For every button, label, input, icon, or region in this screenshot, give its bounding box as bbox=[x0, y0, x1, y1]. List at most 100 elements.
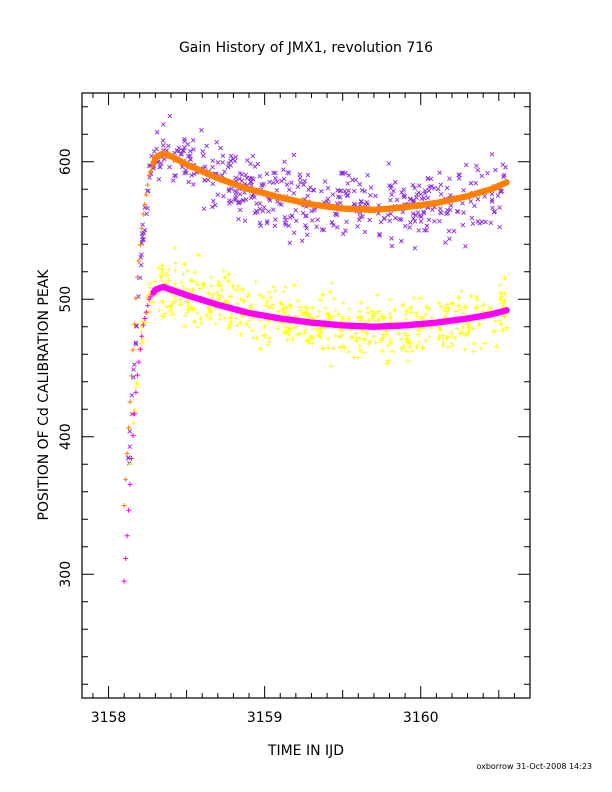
data-point bbox=[134, 379, 140, 385]
data-point bbox=[319, 188, 324, 194]
data-point bbox=[277, 300, 283, 306]
data-point bbox=[287, 240, 293, 246]
data-point bbox=[261, 323, 267, 329]
data-point bbox=[133, 341, 139, 347]
data-point bbox=[368, 185, 374, 190]
data-point bbox=[367, 338, 373, 344]
data-point bbox=[295, 298, 301, 304]
data-point bbox=[190, 287, 196, 293]
data-point bbox=[264, 220, 270, 226]
data-point bbox=[389, 349, 395, 355]
data-point bbox=[273, 217, 278, 222]
data-point bbox=[399, 238, 404, 244]
data-point bbox=[323, 305, 329, 311]
data-point bbox=[333, 307, 339, 313]
data-point bbox=[299, 238, 305, 244]
data-point bbox=[370, 313, 376, 319]
data-point bbox=[282, 215, 288, 220]
data-point bbox=[222, 274, 228, 280]
data-point bbox=[482, 193, 488, 199]
data-point bbox=[362, 189, 368, 194]
data-point bbox=[492, 318, 498, 324]
data-point bbox=[266, 305, 272, 311]
data-point bbox=[287, 302, 293, 308]
data-point bbox=[361, 349, 367, 355]
data-point bbox=[152, 279, 158, 285]
data-point bbox=[422, 227, 427, 233]
data-point bbox=[294, 218, 299, 224]
data-point bbox=[365, 310, 371, 316]
fit-point bbox=[139, 333, 145, 339]
data-point bbox=[502, 291, 508, 297]
data-point bbox=[159, 266, 165, 272]
data-point bbox=[233, 175, 239, 181]
fit-point bbox=[131, 321, 137, 327]
data-point bbox=[407, 305, 413, 311]
data-point bbox=[340, 300, 346, 306]
data-point bbox=[248, 161, 253, 167]
data-point bbox=[291, 230, 297, 236]
data-point bbox=[167, 303, 173, 309]
data-point bbox=[475, 196, 481, 202]
fit-curve bbox=[121, 283, 510, 584]
data-point bbox=[402, 330, 408, 336]
fit-curve bbox=[121, 150, 510, 508]
data-point bbox=[470, 348, 476, 354]
data-point bbox=[152, 148, 157, 154]
data-point bbox=[240, 198, 246, 203]
data-point bbox=[426, 188, 432, 194]
data-point bbox=[265, 318, 271, 324]
fit-point bbox=[143, 309, 149, 315]
data-point bbox=[387, 336, 393, 342]
data-point bbox=[170, 178, 176, 183]
data-point bbox=[305, 314, 311, 320]
data-point bbox=[325, 345, 331, 351]
data-point bbox=[243, 172, 249, 178]
data-point bbox=[286, 332, 292, 338]
data-point bbox=[181, 284, 187, 290]
data-point bbox=[360, 214, 365, 219]
data-point bbox=[180, 271, 186, 277]
data-point bbox=[210, 204, 215, 210]
data-point bbox=[423, 312, 429, 318]
data-point bbox=[210, 198, 216, 204]
data-point bbox=[214, 289, 220, 295]
data-point bbox=[262, 333, 268, 339]
data-point bbox=[235, 301, 241, 307]
data-point bbox=[164, 304, 170, 310]
data-point bbox=[151, 299, 157, 305]
data-point bbox=[258, 223, 264, 228]
data-point bbox=[456, 295, 462, 301]
data-point bbox=[302, 304, 308, 310]
data-point bbox=[140, 222, 145, 228]
data-point bbox=[261, 205, 267, 210]
fit-point bbox=[140, 322, 146, 328]
data-point bbox=[372, 318, 378, 324]
data-point bbox=[403, 336, 409, 342]
data-point bbox=[385, 358, 391, 364]
x-axis-label: TIME IN IJD bbox=[267, 743, 344, 759]
data-point bbox=[418, 191, 424, 197]
data-point bbox=[215, 282, 221, 288]
data-point bbox=[140, 337, 146, 343]
data-point bbox=[366, 341, 372, 347]
data-point bbox=[245, 291, 251, 297]
data-point bbox=[462, 304, 468, 310]
data-point bbox=[142, 205, 148, 211]
data-point bbox=[335, 194, 341, 200]
data-point bbox=[298, 180, 303, 185]
data-point bbox=[256, 292, 262, 298]
data-point bbox=[167, 308, 173, 314]
x-tick-label: 3159 bbox=[247, 710, 283, 726]
data-point bbox=[232, 188, 238, 194]
data-point bbox=[435, 336, 441, 342]
data-point bbox=[447, 236, 452, 242]
data-point bbox=[482, 341, 488, 347]
data-point bbox=[382, 315, 388, 321]
fit-point bbox=[126, 425, 132, 431]
data-point bbox=[286, 327, 292, 333]
data-point bbox=[201, 283, 207, 289]
data-point bbox=[267, 295, 273, 301]
data-point bbox=[147, 284, 153, 290]
data-point bbox=[389, 243, 395, 249]
